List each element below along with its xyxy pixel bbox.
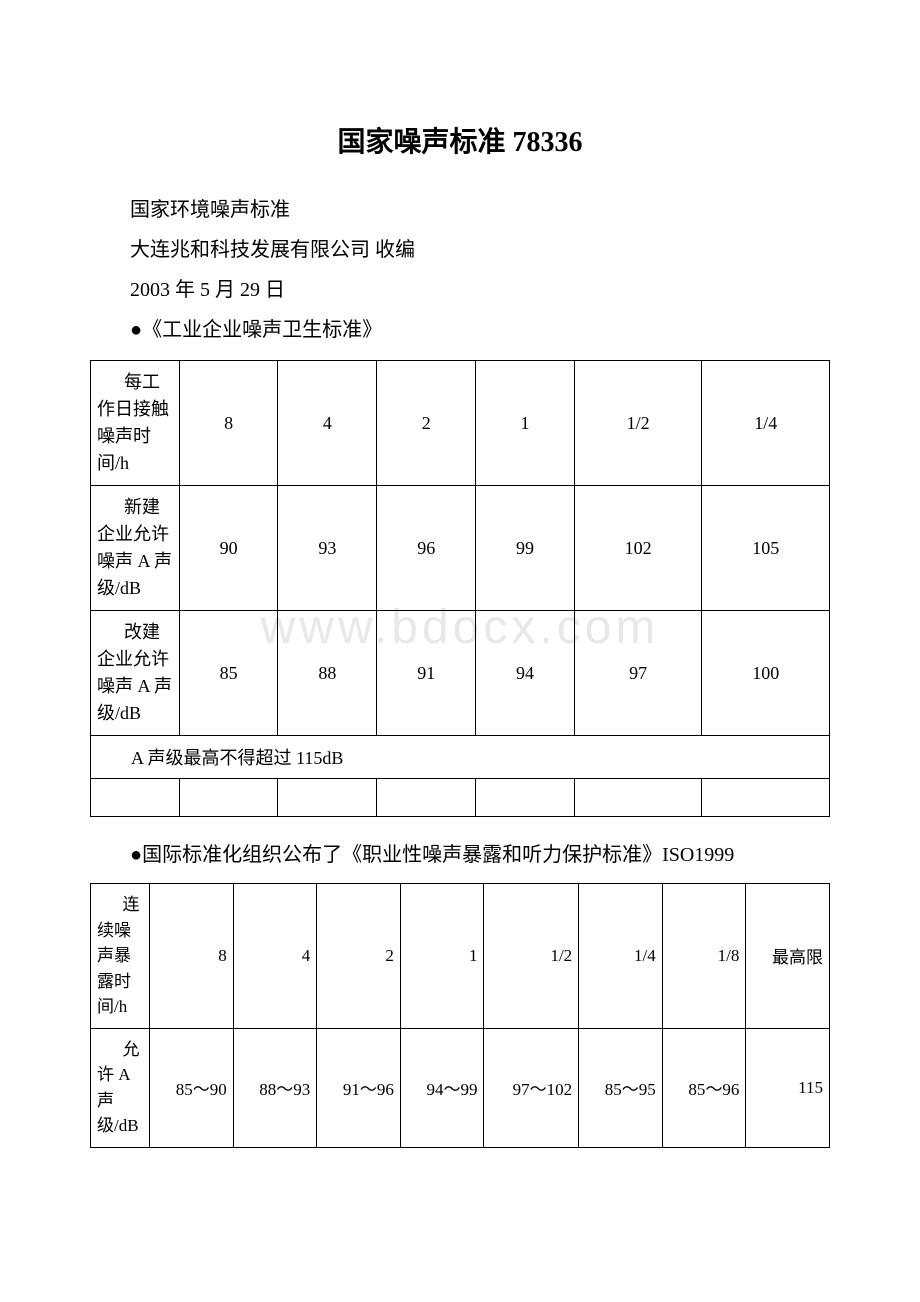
- intro-line-1: 国家环境噪声标准: [90, 190, 830, 230]
- table-row: 改建企业允许噪声 A 声级/dB 85 88 91 94 97 100: [91, 611, 830, 736]
- row-label: 每工作日接触噪声时间/h: [91, 361, 180, 486]
- table-cell: [377, 779, 476, 817]
- table-cell: 96: [377, 486, 476, 611]
- table-cell: 85～96: [662, 1028, 746, 1147]
- intro-line-2: 大连兆和科技发展有限公司 收编: [90, 230, 830, 270]
- intro-line-4: ●《工业企业噪声卫生标准》: [90, 310, 830, 350]
- table-cell: [702, 779, 830, 817]
- table-cell: 91～96: [317, 1028, 401, 1147]
- table-cell: [476, 779, 575, 817]
- industrial-noise-table: 每工作日接触噪声时间/h 8 4 2 1 1/2 1/4 新建企业允许噪声 A …: [90, 360, 830, 817]
- iso-noise-table: 连续噪声暴露时间/h 8 4 2 1 1/2 1/4 1/8 最高限 允许 A …: [90, 883, 830, 1148]
- table-row: 每工作日接触噪声时间/h 8 4 2 1 1/2 1/4: [91, 361, 830, 486]
- table-row: 连续噪声暴露时间/h 8 4 2 1 1/2 1/4 1/8 最高限: [91, 884, 830, 1029]
- table-cell: 85～95: [579, 1028, 663, 1147]
- table-row: 允许 A 声级/dB 85～90 88～93 91～96 94～99 97～10…: [91, 1028, 830, 1147]
- table-cell: 93: [278, 486, 377, 611]
- table-footer-row: A 声级最高不得超过 115dB: [91, 736, 830, 779]
- table-cell: 8: [150, 884, 234, 1029]
- table-cell: 99: [476, 486, 575, 611]
- table-cell: 94: [476, 611, 575, 736]
- table-cell: 1/2: [574, 361, 702, 486]
- row-label: 新建企业允许噪声 A 声级/dB: [91, 486, 180, 611]
- intro-line-3: 2003 年 5 月 29 日: [90, 270, 830, 310]
- table-cell: 1: [400, 884, 484, 1029]
- table-cell: 88: [278, 611, 377, 736]
- document-content: 国家噪声标准 78336 国家环境噪声标准 大连兆和科技发展有限公司 收编 20…: [90, 120, 830, 1148]
- table-footer-cell: A 声级最高不得超过 115dB: [91, 736, 830, 779]
- table-cell: 94～99: [400, 1028, 484, 1147]
- table-cell: 102: [574, 486, 702, 611]
- table-cell: 97: [574, 611, 702, 736]
- table-cell: 85: [179, 611, 278, 736]
- table-cell: 97～102: [484, 1028, 579, 1147]
- table-cell: 115: [746, 1028, 830, 1147]
- table-cell: [91, 779, 180, 817]
- row-label: 改建企业允许噪声 A 声级/dB: [91, 611, 180, 736]
- table-cell: 最高限: [746, 884, 830, 1029]
- table-cell: [278, 779, 377, 817]
- table-row: 新建企业允许噪声 A 声级/dB 90 93 96 99 102 105: [91, 486, 830, 611]
- table-cell: 1/2: [484, 884, 579, 1029]
- table-cell: 100: [702, 611, 830, 736]
- table-cell: 8: [179, 361, 278, 486]
- table-cell: 4: [233, 884, 317, 1029]
- table-cell: 91: [377, 611, 476, 736]
- table-cell: 2: [317, 884, 401, 1029]
- table-empty-row: [91, 779, 830, 817]
- table-cell: 90: [179, 486, 278, 611]
- page-title: 国家噪声标准 78336: [90, 120, 830, 160]
- table-cell: 1/4: [702, 361, 830, 486]
- table-cell: 85～90: [150, 1028, 234, 1147]
- table-cell: 105: [702, 486, 830, 611]
- table-cell: 1/4: [579, 884, 663, 1029]
- row-label: 连续噪声暴露时间/h: [91, 884, 150, 1029]
- table-cell: 4: [278, 361, 377, 486]
- table-cell: 2: [377, 361, 476, 486]
- table-cell: [179, 779, 278, 817]
- table-cell: [574, 779, 702, 817]
- table-cell: 88～93: [233, 1028, 317, 1147]
- section-2-text: ●国际标准化组织公布了《职业性噪声暴露和听力保护标准》ISO1999: [90, 837, 830, 873]
- table-cell: 1/8: [662, 884, 746, 1029]
- row-label: 允许 A 声级/dB: [91, 1028, 150, 1147]
- table-cell: 1: [476, 361, 575, 486]
